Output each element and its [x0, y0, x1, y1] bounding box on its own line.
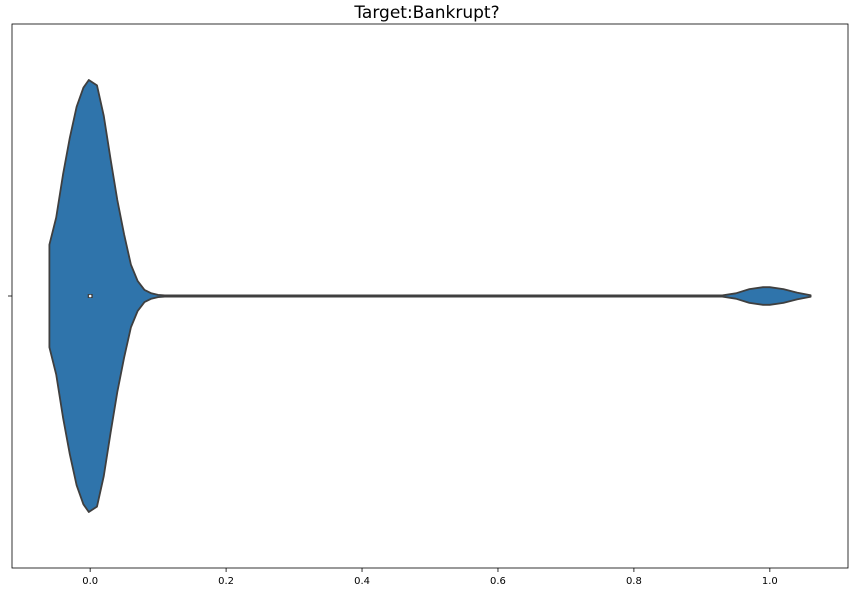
x-tick-label: 0.6: [490, 576, 506, 587]
x-tick-label: 0.4: [354, 576, 370, 587]
violin-layer: [48, 79, 812, 513]
x-tick-label: 0.0: [82, 576, 98, 587]
x-tick-label: 1.0: [762, 576, 778, 587]
violin-body: [48, 79, 812, 513]
median-point: [88, 294, 92, 298]
chart-title: Target:Bankrupt?: [354, 3, 500, 23]
x-tick-label: 0.8: [626, 576, 642, 587]
x-axis: 0.0 0.2 0.4 0.6 0.8 1.0: [82, 568, 778, 587]
x-tick-label: 0.2: [218, 576, 234, 587]
